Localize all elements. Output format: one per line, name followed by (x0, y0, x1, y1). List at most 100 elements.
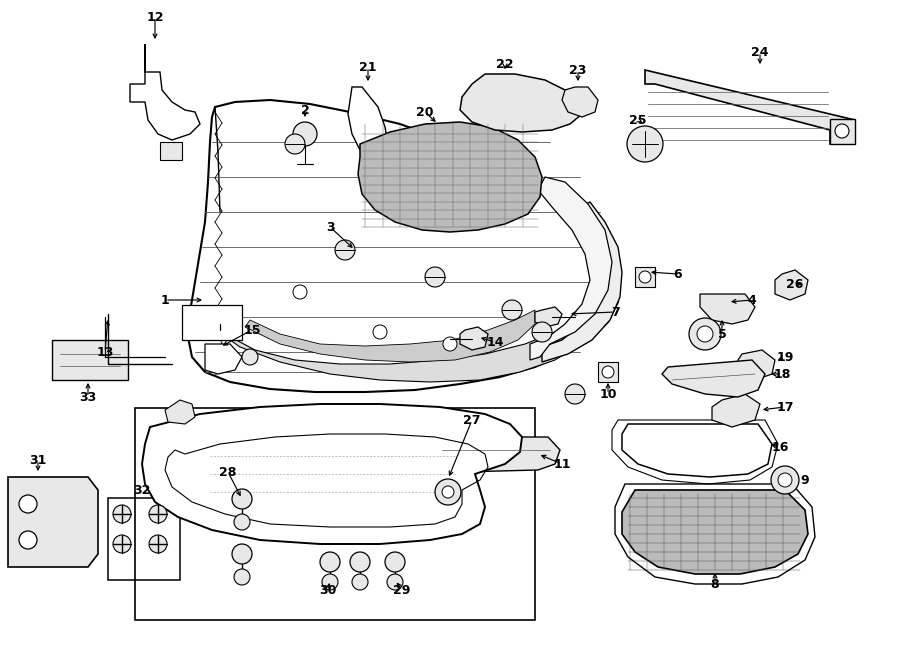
Polygon shape (52, 340, 128, 380)
Text: 3: 3 (326, 220, 334, 234)
Bar (598, 362, 618, 382)
Circle shape (502, 300, 522, 320)
Text: 24: 24 (752, 46, 769, 58)
Text: 30: 30 (320, 583, 337, 596)
Circle shape (19, 495, 37, 513)
Bar (160, 142, 182, 160)
Polygon shape (205, 302, 595, 382)
Text: 8: 8 (711, 577, 719, 591)
Text: 19: 19 (777, 350, 794, 363)
Text: 18: 18 (773, 367, 791, 381)
Text: 10: 10 (599, 387, 616, 401)
Text: 31: 31 (30, 453, 47, 467)
Polygon shape (622, 490, 808, 574)
Text: 2: 2 (301, 103, 310, 117)
Circle shape (387, 574, 403, 590)
Text: 25: 25 (629, 113, 647, 126)
Circle shape (778, 473, 792, 487)
Bar (135, 408, 535, 620)
Circle shape (352, 574, 368, 590)
Circle shape (293, 285, 307, 299)
Circle shape (443, 337, 457, 351)
Circle shape (639, 271, 651, 283)
Circle shape (149, 535, 167, 553)
Circle shape (602, 366, 614, 378)
Polygon shape (460, 74, 582, 132)
Polygon shape (348, 87, 388, 152)
Text: 20: 20 (417, 105, 434, 118)
Polygon shape (562, 87, 598, 117)
Text: 26: 26 (787, 277, 804, 291)
Circle shape (234, 514, 250, 530)
Text: 9: 9 (801, 473, 809, 487)
Circle shape (425, 267, 445, 287)
Text: 32: 32 (133, 483, 150, 496)
Circle shape (19, 531, 37, 549)
Circle shape (293, 122, 317, 146)
Circle shape (385, 552, 405, 572)
Circle shape (373, 325, 387, 339)
Polygon shape (775, 270, 808, 300)
Polygon shape (130, 44, 200, 140)
Polygon shape (542, 202, 622, 362)
Text: 16: 16 (771, 440, 788, 453)
Polygon shape (622, 424, 772, 477)
Polygon shape (165, 400, 195, 424)
Polygon shape (142, 404, 522, 544)
Circle shape (320, 552, 340, 572)
Circle shape (532, 322, 552, 342)
Circle shape (322, 574, 338, 590)
Circle shape (232, 544, 252, 564)
Text: 28: 28 (220, 465, 237, 479)
Text: 29: 29 (393, 583, 410, 596)
Text: 23: 23 (570, 64, 587, 77)
Text: 21: 21 (359, 60, 377, 73)
Text: 7: 7 (610, 305, 619, 318)
Circle shape (689, 318, 721, 350)
Circle shape (627, 126, 663, 162)
Polygon shape (700, 294, 755, 324)
Polygon shape (662, 360, 765, 397)
Circle shape (113, 505, 131, 523)
Text: 17: 17 (776, 401, 794, 414)
Circle shape (113, 535, 131, 553)
Text: 1: 1 (160, 293, 169, 307)
Circle shape (697, 326, 713, 342)
Bar (182, 305, 242, 340)
Polygon shape (712, 394, 760, 427)
Text: 14: 14 (486, 336, 504, 348)
Text: 22: 22 (496, 58, 514, 70)
Polygon shape (530, 177, 612, 360)
Circle shape (435, 479, 461, 505)
Circle shape (335, 240, 355, 260)
Circle shape (234, 569, 250, 585)
Polygon shape (358, 122, 542, 232)
Text: 15: 15 (243, 324, 261, 336)
Polygon shape (738, 350, 775, 380)
Circle shape (442, 486, 454, 498)
Circle shape (835, 124, 849, 138)
Polygon shape (8, 477, 98, 567)
Circle shape (350, 552, 370, 572)
Text: 13: 13 (96, 346, 113, 359)
Polygon shape (535, 307, 562, 327)
Text: 11: 11 (554, 457, 571, 471)
Polygon shape (428, 437, 560, 472)
Polygon shape (645, 70, 855, 144)
Polygon shape (245, 310, 535, 362)
Polygon shape (460, 327, 488, 350)
Bar (108, 498, 180, 580)
Bar (635, 267, 655, 287)
Text: 27: 27 (464, 414, 481, 426)
Polygon shape (205, 344, 242, 374)
Polygon shape (188, 100, 620, 392)
Text: 12: 12 (147, 11, 164, 23)
Circle shape (149, 505, 167, 523)
Circle shape (565, 384, 585, 404)
Text: 5: 5 (717, 328, 726, 340)
Text: 6: 6 (674, 267, 682, 281)
Text: 33: 33 (79, 391, 96, 404)
Circle shape (232, 489, 252, 509)
Text: 4: 4 (748, 293, 756, 307)
Circle shape (242, 349, 258, 365)
